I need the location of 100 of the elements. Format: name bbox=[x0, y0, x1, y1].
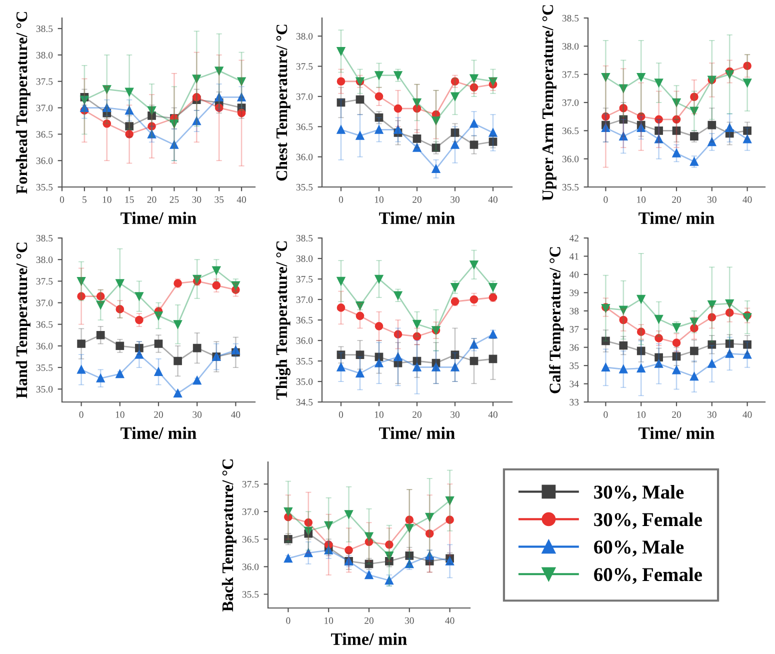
y-tick-label: 37 bbox=[570, 326, 579, 333]
y-tick-label: 36.5 bbox=[36, 321, 53, 328]
x-tick-label: 15 bbox=[125, 196, 134, 203]
y-tick-label: 38.5 bbox=[36, 234, 53, 242]
x-tick-label: 40 bbox=[445, 617, 454, 624]
x-tick-label: 5 bbox=[82, 196, 86, 203]
x-tick-label: 30 bbox=[450, 196, 460, 203]
legend-label: 60%, Female bbox=[594, 567, 702, 584]
x-tick-label: 40 bbox=[488, 411, 498, 418]
x-tick-label: 40 bbox=[488, 196, 498, 203]
y-tick-label: 35.5 bbox=[562, 184, 579, 191]
x-tick-label: 20 bbox=[672, 196, 681, 203]
x-tick-label: 30 bbox=[192, 196, 202, 203]
y-tick-label: 35.5 bbox=[296, 184, 313, 191]
x-tick-label: 20 bbox=[412, 196, 422, 203]
y-tick-label: 37.0 bbox=[296, 93, 313, 100]
y-tick-label: 36.5 bbox=[242, 536, 259, 543]
y-tick-label: 38.0 bbox=[36, 256, 53, 264]
y-tick-label: 35.0 bbox=[296, 378, 313, 386]
y-tick-label: 36.0 bbox=[296, 154, 313, 160]
x-tick-label: 20 bbox=[364, 617, 374, 624]
y-tick-label: 33 bbox=[570, 398, 579, 406]
y-tick-label: 37.5 bbox=[242, 480, 259, 488]
y-tick-label: 37.0 bbox=[562, 99, 579, 106]
y-tick-label: 35.5 bbox=[36, 184, 53, 191]
y-tick-label: 34.5 bbox=[296, 398, 313, 406]
x-tick-label: 40 bbox=[742, 411, 752, 418]
x-axis-title: Time/ min bbox=[379, 212, 455, 224]
legend-label: 60%, Male bbox=[594, 540, 684, 556]
x-tick-label: 0 bbox=[338, 411, 344, 418]
y-tick-label: 37.5 bbox=[36, 78, 53, 85]
x-tick-label: 25 bbox=[170, 196, 179, 203]
x-tick-label: 0 bbox=[286, 617, 290, 624]
x-axis-title: Time/ min bbox=[638, 426, 714, 440]
y-axis-title: Thigh Temperature/ °C bbox=[276, 241, 290, 400]
x-tick-label: 40 bbox=[236, 196, 246, 203]
x-tick-label: 10 bbox=[374, 196, 384, 203]
y-tick-label: 38.5 bbox=[562, 14, 579, 22]
legend-label: 30%, Male bbox=[594, 485, 684, 502]
x-tick-label: 0 bbox=[79, 411, 84, 418]
y-tick-label: 37.5 bbox=[296, 63, 313, 70]
y-tick-label: 36.5 bbox=[36, 131, 53, 138]
y-tick-label: 36.0 bbox=[562, 156, 579, 162]
y-tick-label: 37.5 bbox=[296, 276, 313, 283]
y-tick-label: 38.5 bbox=[296, 234, 313, 242]
y-tick-label: 36.5 bbox=[296, 316, 313, 324]
x-axis-title: Time/ min bbox=[120, 212, 196, 224]
y-axis-title: Back Temperature/ °C bbox=[222, 460, 236, 612]
x-tick-label: 35 bbox=[214, 196, 224, 203]
y-tick-label: 37.0 bbox=[36, 104, 53, 112]
legend-label: 30%, Female bbox=[594, 512, 702, 530]
y-tick-label: 38.0 bbox=[562, 43, 579, 50]
y-tick-label: 38.0 bbox=[296, 255, 313, 262]
y-tick-label: 36.0 bbox=[36, 158, 53, 164]
y-tick-label: 37.0 bbox=[296, 296, 313, 304]
y-axis-title: Chest Temperature/ °C bbox=[276, 24, 290, 181]
y-axis-title: Hand Temperature/ °C bbox=[16, 242, 30, 398]
y-tick-label: 36 bbox=[570, 344, 579, 351]
x-tick-label: 20 bbox=[147, 196, 156, 203]
y-tick-label: 35 bbox=[570, 362, 579, 370]
y-tick-label: 36.5 bbox=[296, 124, 313, 130]
y-tick-label: 39 bbox=[570, 290, 579, 296]
x-tick-label: 20 bbox=[672, 411, 681, 418]
x-axis-title: Time/ min bbox=[379, 426, 455, 440]
y-tick-label: 36.0 bbox=[36, 342, 53, 350]
y-tick-label: 38.5 bbox=[36, 25, 53, 32]
y-tick-label: 41 bbox=[569, 253, 578, 260]
y-axis-title: Calf Temperature/ °C bbox=[549, 247, 564, 394]
x-tick-label: 30 bbox=[708, 411, 716, 418]
y-tick-label: 38.0 bbox=[296, 33, 313, 40]
y-tick-label: 34 bbox=[570, 380, 579, 388]
x-tick-label: 10 bbox=[637, 411, 646, 418]
y-tick-label: 36.5 bbox=[562, 128, 579, 134]
y-tick-label: 40 bbox=[569, 271, 579, 278]
x-axis-title: Time/ min bbox=[638, 212, 714, 224]
y-tick-label: 38 bbox=[570, 308, 579, 314]
y-tick-label: 38.0 bbox=[36, 52, 53, 58]
y-tick-label: 37.0 bbox=[242, 508, 259, 516]
x-tick-label: 0 bbox=[338, 196, 344, 203]
y-tick-label: 42 bbox=[569, 234, 578, 242]
y-tick-label: 37.5 bbox=[562, 71, 579, 78]
y-axis-title: Upper Arm Temperature/ °C bbox=[542, 5, 556, 201]
x-tick-label: 0 bbox=[60, 196, 64, 203]
x-tick-label: 30 bbox=[192, 411, 202, 418]
x-tick-label: 10 bbox=[374, 411, 384, 418]
y-tick-label: 36.0 bbox=[242, 564, 259, 570]
y-tick-label: 36.0 bbox=[296, 337, 313, 344]
y-tick-label: 37.0 bbox=[36, 300, 53, 306]
x-tick-label: 10 bbox=[102, 196, 112, 203]
y-tick-label: 35.0 bbox=[36, 386, 53, 393]
x-tick-label: 30 bbox=[450, 411, 460, 418]
x-tick-label: 30 bbox=[405, 617, 414, 624]
x-tick-label: 20 bbox=[154, 411, 163, 418]
x-tick-label: 10 bbox=[324, 617, 334, 624]
x-tick-label: 0 bbox=[604, 411, 608, 418]
y-tick-label: 35.5 bbox=[36, 364, 53, 371]
x-tick-label: 10 bbox=[116, 411, 124, 418]
x-axis-title: Time/ min bbox=[120, 426, 196, 440]
x-tick-label: 40 bbox=[742, 196, 752, 203]
y-tick-label: 35.5 bbox=[242, 591, 259, 598]
